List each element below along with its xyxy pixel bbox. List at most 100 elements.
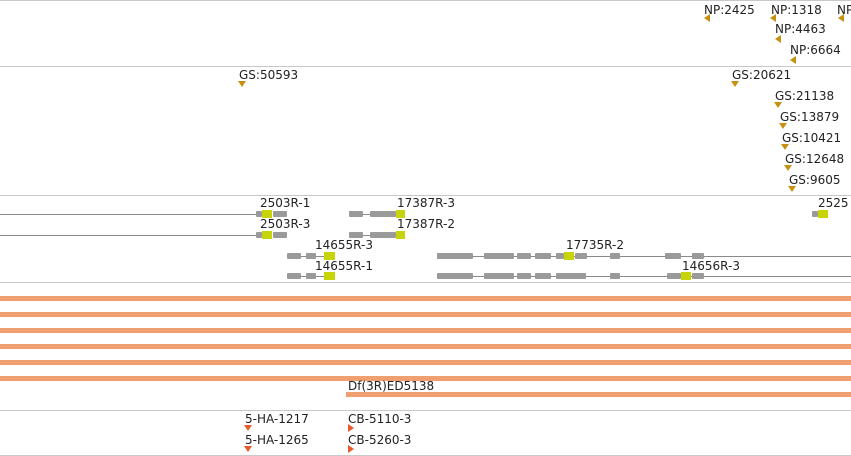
exon[interactable]: [517, 253, 531, 259]
exon[interactable]: [349, 211, 363, 217]
transcript-label[interactable]: 14655R-3: [315, 238, 373, 252]
gs-label[interactable]: GS:10421: [782, 131, 842, 145]
exon[interactable]: [535, 253, 551, 259]
deficiency-track: Df(3R)ED5138: [0, 283, 851, 410]
exon[interactable]: [484, 253, 514, 259]
exon[interactable]: [437, 273, 473, 279]
deficiency-bar[interactable]: [346, 392, 851, 397]
track-separator: [0, 0, 851, 1]
utr-exon[interactable]: [396, 210, 405, 218]
insertion-track: 5-HA-1217 CB-5110-3 5-HA-1265 CB-5260-3: [0, 411, 851, 455]
np-marker-icon[interactable]: [775, 35, 781, 43]
transcript-label[interactable]: 17735R-2: [566, 238, 624, 252]
insertion-marker-icon[interactable]: [348, 424, 354, 432]
exon[interactable]: [370, 211, 396, 217]
gs-marker-icon[interactable]: [779, 123, 787, 129]
np-marker-icon[interactable]: [838, 14, 844, 22]
exon[interactable]: [556, 253, 564, 259]
deficiency-bar[interactable]: [0, 360, 851, 365]
track-separator: [0, 410, 851, 411]
exon[interactable]: [556, 273, 586, 279]
transcript-label[interactable]: 17387R-2: [397, 217, 455, 231]
insertion-label[interactable]: 5-HA-1217: [245, 412, 309, 426]
gs-marker-icon[interactable]: [784, 165, 792, 171]
exon[interactable]: [273, 211, 287, 217]
exon[interactable]: [370, 232, 396, 238]
utr-exon[interactable]: [324, 272, 335, 280]
utr-exon[interactable]: [818, 210, 828, 218]
gs-label[interactable]: GS:13879: [780, 110, 840, 124]
exon[interactable]: [256, 232, 262, 238]
insertion-label[interactable]: CB-5110-3: [348, 412, 412, 426]
deficiency-bar[interactable]: [0, 312, 851, 317]
track-separator: [0, 66, 851, 67]
utr-exon[interactable]: [396, 231, 405, 239]
insertion-label[interactable]: CB-5260-3: [348, 433, 412, 447]
track-separator: [0, 282, 851, 283]
exon[interactable]: [610, 273, 620, 279]
exon[interactable]: [665, 253, 681, 259]
np-label[interactable]: NP: [837, 3, 851, 17]
np-label[interactable]: NP:6664: [790, 43, 841, 57]
deficiency-bar[interactable]: [0, 344, 851, 349]
utr-exon[interactable]: [262, 210, 272, 218]
insertion-marker-icon[interactable]: [244, 425, 252, 431]
transcript-label[interactable]: 2503R-1: [260, 196, 311, 210]
deficiency-bar[interactable]: [0, 296, 851, 301]
np-label[interactable]: NP:1318: [771, 3, 822, 17]
gs-label[interactable]: GS:12648: [785, 152, 845, 166]
exon[interactable]: [256, 211, 262, 217]
deficiency-bar[interactable]: [0, 376, 851, 381]
exon[interactable]: [517, 273, 531, 279]
insertion-label[interactable]: 5-HA-1265: [245, 433, 309, 447]
utr-exon[interactable]: [262, 231, 272, 239]
exon[interactable]: [812, 211, 818, 217]
transcript-track: 2503R-1 17387R-3 2525 2503R-3 17387R-2 1…: [0, 196, 851, 282]
deficiency-label[interactable]: Df(3R)ED5138: [348, 379, 435, 393]
exon[interactable]: [692, 253, 704, 259]
transcript-label[interactable]: 17387R-3: [397, 196, 455, 210]
intron-line: [363, 214, 370, 215]
gs-marker-icon[interactable]: [781, 144, 789, 150]
np-marker-icon[interactable]: [790, 56, 796, 64]
intron-line: [0, 214, 258, 215]
exon[interactable]: [667, 273, 681, 279]
gs-marker-icon[interactable]: [774, 102, 782, 108]
gs-label[interactable]: GS:9605: [789, 173, 841, 187]
exon[interactable]: [437, 253, 473, 259]
exon[interactable]: [535, 273, 551, 279]
insertion-marker-icon[interactable]: [244, 446, 252, 452]
intron-line: [437, 256, 851, 257]
insertion-marker-icon[interactable]: [348, 445, 354, 453]
utr-exon[interactable]: [681, 272, 691, 280]
exon[interactable]: [273, 232, 287, 238]
transcript-label[interactable]: 14656R-3: [682, 259, 740, 273]
gs-marker-icon[interactable]: [731, 81, 739, 87]
transcript-label[interactable]: 2525: [818, 196, 849, 210]
exon[interactable]: [349, 232, 363, 238]
exon[interactable]: [287, 253, 301, 259]
exon[interactable]: [610, 253, 620, 259]
transcript-label[interactable]: 2503R-3: [260, 217, 311, 231]
np-marker-icon[interactable]: [770, 14, 776, 22]
exon[interactable]: [575, 253, 587, 259]
exon[interactable]: [484, 273, 514, 279]
transcript-label[interactable]: 14655R-1: [315, 259, 373, 273]
np-track: NP:2425 NP:1318 NP NP:4463 NP:6664: [0, 0, 851, 66]
exon[interactable]: [306, 253, 316, 259]
utr-exon[interactable]: [564, 252, 574, 260]
exon[interactable]: [306, 273, 316, 279]
gs-label[interactable]: GS:21138: [775, 89, 835, 103]
np-label[interactable]: NP:2425: [704, 3, 755, 17]
exon[interactable]: [692, 273, 704, 279]
gs-track: GS:50593 GS:20621 GS:21138 GS:13879 GS:1…: [0, 67, 851, 195]
gs-marker-icon[interactable]: [238, 81, 246, 87]
np-marker-icon[interactable]: [704, 14, 710, 22]
gs-label[interactable]: GS:20621: [732, 68, 792, 82]
deficiency-bar[interactable]: [0, 328, 851, 333]
exon[interactable]: [287, 273, 301, 279]
np-label[interactable]: NP:4463: [775, 22, 826, 36]
gs-label[interactable]: GS:50593: [239, 68, 299, 82]
gs-marker-icon[interactable]: [788, 186, 796, 192]
utr-exon[interactable]: [324, 252, 335, 260]
